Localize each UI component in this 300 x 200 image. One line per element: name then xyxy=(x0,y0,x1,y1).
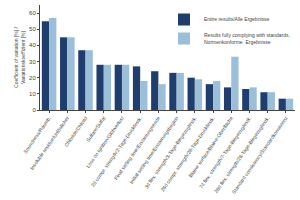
svg-text:Loss on ignition/Glühverlust: Loss on ignition/Glühverlust xyxy=(85,115,125,169)
svg-text:Standard consistency/Standardk: Standard consistency/Standardkonsistenz xyxy=(230,115,289,195)
svg-text:Entire results/Alle Ergebnisse: Entire results/Alle Ergebnisse xyxy=(204,16,270,22)
svg-text:Coefficient of variation [%] /: Coefficient of variation [%] /Variations… xyxy=(13,27,26,88)
svg-text:Final setting time/Erstarrungs: Final setting time/Erstarrungsende xyxy=(113,115,162,181)
svg-text:Sulfate/Sulfat: Sulfate/Sulfat xyxy=(85,115,107,143)
svg-text:Results fully complying with s: Results fully complying with standards,N… xyxy=(204,32,290,45)
svg-text:7d flex. strength/7-Tage-Biege: 7d flex. strength/7-Tage-Biegezugfestk. xyxy=(198,115,253,189)
svg-text:28d compr. strength/28-Tage-Dr: 28d compr. strength/28-Tage-Druckfestk. xyxy=(159,115,216,192)
svg-text:28d flex. strength/28-Tage-Bie: 28d flex. strength/28-Tage-Biegezugfestk… xyxy=(213,115,271,194)
svg-text:10: 10 xyxy=(29,91,36,97)
svg-text:Chloride/Chlorid: Chloride/Chlorid xyxy=(63,115,89,148)
svg-text:60: 60 xyxy=(29,10,36,16)
svg-text:2d compr. strength/2-Tage-Druc: 2d compr. strength/2-Tage-Druckfestk. xyxy=(90,115,144,188)
svg-text:Insoluble residue/Unlöslicher: Insoluble residue/Unlöslicher xyxy=(29,115,71,171)
svg-text:Soundness/Raumb.: Soundness/Raumb. xyxy=(22,115,52,154)
svg-text:20: 20 xyxy=(29,75,36,81)
svg-text:Initial setting time/Erstarrun: Initial setting time/Erstarrungsbeginn xyxy=(128,115,179,185)
svg-text:50: 50 xyxy=(29,26,36,32)
svg-text:3d flex. strength/3-Tage-Biege: 3d flex. strength/3-Tage-Biegezugfestk. xyxy=(143,115,198,189)
svg-text:30: 30 xyxy=(29,59,36,65)
svg-text:Blaine surface/Blaine-Oberfläc: Blaine surface/Blaine-Oberfläche xyxy=(187,115,234,178)
svg-text:0: 0 xyxy=(32,107,36,113)
svg-text:40: 40 xyxy=(29,42,36,48)
